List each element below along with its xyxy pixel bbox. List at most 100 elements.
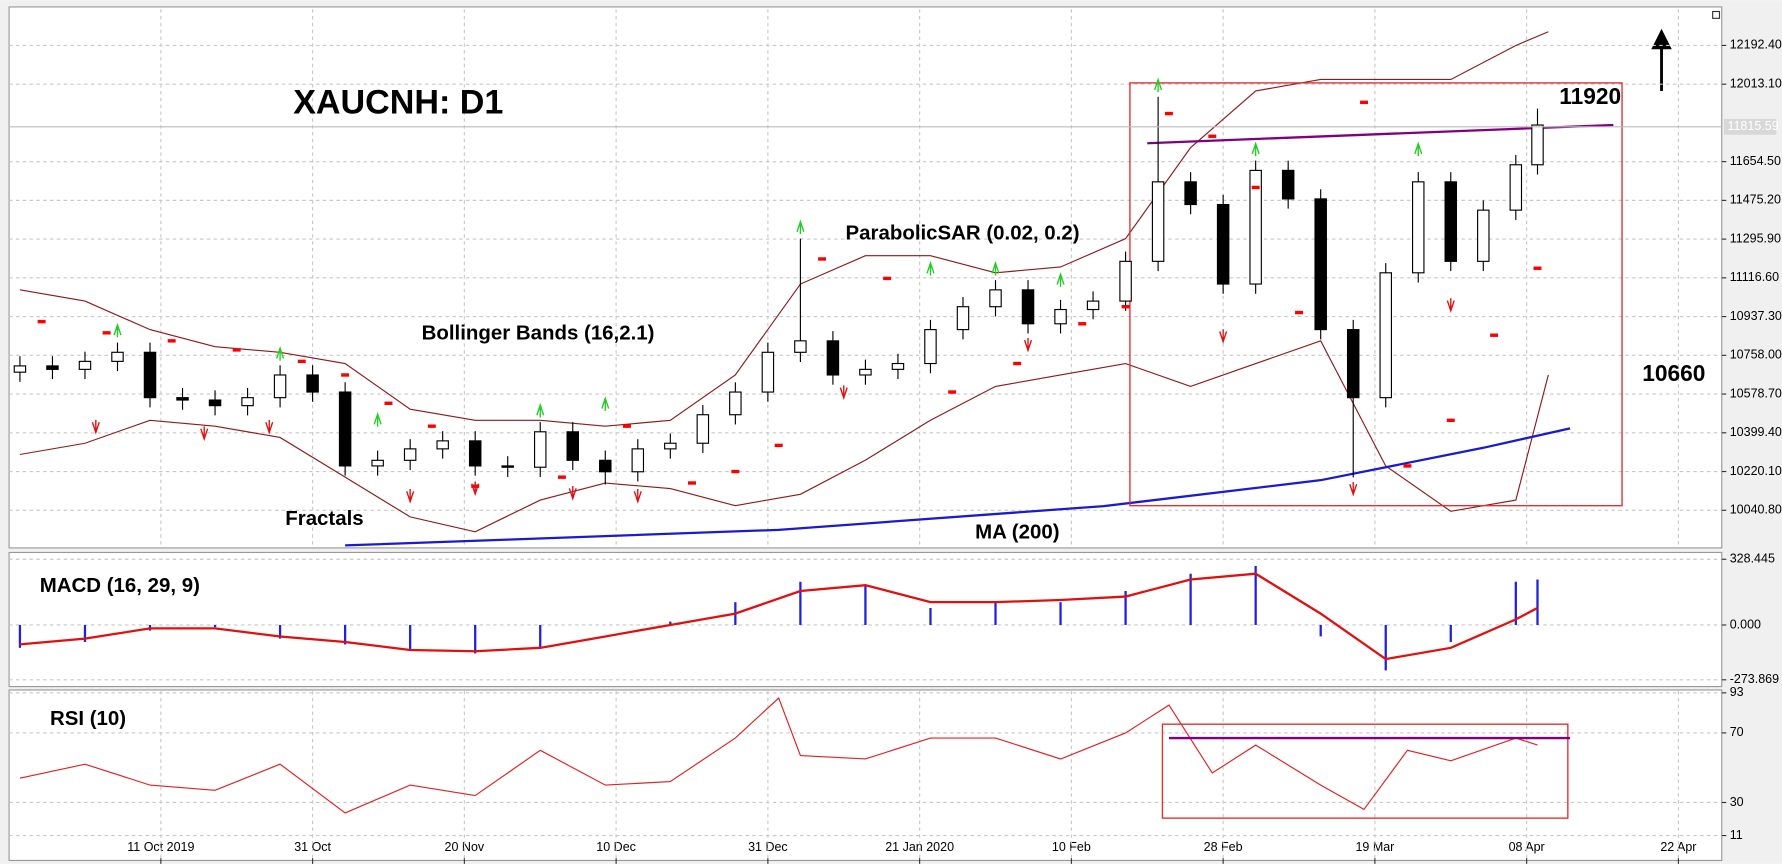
- x-tick-label: 11 Oct 2019: [127, 840, 194, 854]
- target-label: 10660: [1642, 360, 1705, 386]
- panel-button[interactable]: [1712, 10, 1721, 19]
- candle-body: [566, 431, 580, 461]
- sar-dot: [731, 469, 740, 474]
- candle-body: [176, 397, 189, 401]
- candle-body: [273, 374, 287, 399]
- sar-dot: [883, 276, 892, 281]
- fractal-up: [536, 402, 545, 418]
- candle-body: [403, 448, 417, 461]
- highlight-box: [1161, 723, 1569, 819]
- candle-body: [956, 306, 970, 331]
- macd-bar: [474, 624, 477, 654]
- sar-dot: [1164, 111, 1173, 116]
- macd-bar: [864, 585, 867, 625]
- candle-body: [208, 399, 222, 407]
- y-tick-label: 70: [1730, 725, 1744, 739]
- sar-dot: [427, 424, 436, 428]
- macd-bar: [409, 624, 412, 651]
- rsi-panel: [8, 689, 1723, 862]
- fractal-down: [633, 489, 642, 504]
- macd-bar: [799, 581, 802, 625]
- fractals-label: Fractals: [285, 507, 363, 530]
- sar-dot: [948, 390, 957, 394]
- macd-bar: [83, 624, 87, 643]
- macd-bar: [1384, 624, 1387, 671]
- sar-label: ParabolicSAR (0.02, 0.2): [846, 222, 1080, 245]
- x-tick-label: 21 Jan 2020: [885, 840, 954, 854]
- candle-body: [599, 459, 612, 473]
- x-tick-label: 08 Apr: [1509, 840, 1545, 854]
- sar-dot: [1208, 134, 1217, 138]
- y-tick-label: 10937.30: [1730, 309, 1782, 323]
- candle-body: [859, 368, 872, 376]
- x-tick-label: 22 Apr: [1660, 840, 1696, 854]
- y-tick-label: -273.869: [1730, 672, 1779, 686]
- sar-dot: [1251, 185, 1260, 190]
- panel-title: MACD (16, 29, 9): [40, 574, 200, 597]
- y-tick-label: 10040.80: [1730, 503, 1782, 517]
- trend-arrow: [1651, 28, 1672, 92]
- candle-body: [989, 289, 1002, 308]
- x-tick-label: 20 Nov: [445, 840, 485, 854]
- target-label: 11920: [1559, 83, 1621, 109]
- candle-body: [1151, 181, 1165, 262]
- x-tick-label: 31 Dec: [748, 840, 788, 854]
- y-tick-label: 12013.10: [1730, 76, 1782, 90]
- macd-bar: [929, 607, 932, 625]
- last-price-label: 11815.59: [1727, 119, 1778, 133]
- candle-body: [794, 340, 807, 353]
- macd-bar: [539, 624, 542, 648]
- y-tick-label: 12192.40: [1730, 38, 1782, 52]
- sar-dot: [37, 319, 46, 324]
- candle-body: [338, 391, 352, 467]
- x-tick-label: 31 Oct: [294, 840, 331, 854]
- fractal-down: [91, 419, 100, 435]
- candle-body: [143, 351, 157, 399]
- sar-dot: [297, 359, 306, 364]
- macd-bar: [1449, 624, 1452, 643]
- fractal-up: [926, 260, 935, 276]
- candle-body: [1379, 272, 1392, 399]
- candle-body: [1444, 181, 1458, 262]
- rsi-line: [19, 697, 1538, 814]
- macd-bar: [213, 624, 217, 628]
- sar-dot: [622, 424, 631, 428]
- candle-body: [78, 360, 92, 370]
- bollinger-lower: [19, 340, 1549, 533]
- sar-dot: [818, 257, 827, 261]
- fractal-up: [1251, 141, 1260, 157]
- candle-body: [241, 397, 254, 407]
- candle-body: [436, 440, 449, 450]
- sar-dot: [1295, 310, 1303, 315]
- candle-body: [111, 351, 124, 362]
- fractal-up: [276, 346, 285, 361]
- y-tick-label: 93: [1730, 685, 1744, 699]
- macd-bar: [1536, 579, 1539, 625]
- candle-body: [468, 440, 482, 467]
- sar-dot: [1360, 100, 1369, 105]
- candle-body: [1054, 308, 1067, 325]
- candle-body: [1531, 124, 1544, 166]
- y-tick-label: 10399.40: [1730, 425, 1782, 439]
- bollinger-label: Bollinger Bands (16,2.1): [422, 322, 655, 345]
- sar-dot: [232, 348, 241, 352]
- chart-title: XAUCNH: D1: [293, 84, 503, 122]
- fractal-up: [113, 322, 122, 338]
- candle-body: [729, 391, 742, 416]
- fractal-down: [1023, 337, 1033, 353]
- sar-dot: [557, 475, 566, 479]
- sar-dot: [1121, 305, 1130, 309]
- fractal-down: [1349, 481, 1358, 497]
- sar-dot: [102, 331, 111, 335]
- candle-body: [761, 351, 775, 393]
- sar-dot: [1013, 361, 1022, 366]
- macd-bar: [1124, 590, 1127, 625]
- macd-bar: [1059, 602, 1062, 625]
- fractal-down: [1446, 298, 1455, 313]
- x-tick-label: 10 Dec: [596, 840, 636, 854]
- candle-body: [501, 465, 514, 468]
- y-tick-label: 11: [1730, 828, 1743, 842]
- macd-bar: [343, 624, 347, 645]
- candle-body: [1021, 289, 1035, 325]
- candle-body: [1281, 169, 1295, 200]
